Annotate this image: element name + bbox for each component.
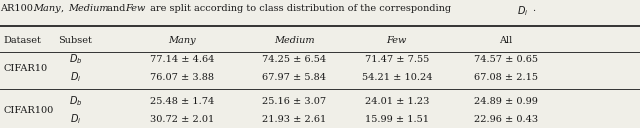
Text: $D_b$: $D_b$ <box>68 53 83 66</box>
Text: 76.07 ± 3.88: 76.07 ± 3.88 <box>150 73 214 82</box>
Text: Medium: Medium <box>68 4 109 13</box>
Text: $D_i$: $D_i$ <box>70 112 81 126</box>
Text: 30.72 ± 2.01: 30.72 ± 2.01 <box>150 115 214 124</box>
Text: CIFAR100: CIFAR100 <box>3 106 54 115</box>
Text: CIFAR10: CIFAR10 <box>3 64 47 73</box>
Text: All: All <box>499 36 512 45</box>
Text: Subset: Subset <box>59 36 92 45</box>
Text: 25.16 ± 3.07: 25.16 ± 3.07 <box>262 97 326 106</box>
Text: 77.14 ± 4.64: 77.14 ± 4.64 <box>150 55 214 64</box>
Text: $D_i$: $D_i$ <box>70 71 81 84</box>
Text: Few: Few <box>125 4 146 13</box>
Text: 74.57 ± 0.65: 74.57 ± 0.65 <box>474 55 538 64</box>
Text: ,: , <box>61 4 67 13</box>
Text: 54.21 ± 10.24: 54.21 ± 10.24 <box>362 73 432 82</box>
Text: 67.08 ± 2.15: 67.08 ± 2.15 <box>474 73 538 82</box>
Text: Medium: Medium <box>274 36 315 45</box>
Text: are split according to class distribution of the corresponding: are split according to class distributio… <box>147 4 454 13</box>
Text: $D_b$: $D_b$ <box>68 94 83 108</box>
Text: 25.48 ± 1.74: 25.48 ± 1.74 <box>150 97 214 106</box>
Text: 67.97 ± 5.84: 67.97 ± 5.84 <box>262 73 326 82</box>
Text: 15.99 ± 1.51: 15.99 ± 1.51 <box>365 115 429 124</box>
Text: 71.47 ± 7.55: 71.47 ± 7.55 <box>365 55 429 64</box>
Text: 74.25 ± 6.54: 74.25 ± 6.54 <box>262 55 326 64</box>
Text: Many: Many <box>33 4 61 13</box>
Text: .: . <box>532 4 535 13</box>
Text: AR100.: AR100. <box>0 4 39 13</box>
Text: and: and <box>104 4 129 13</box>
Text: 24.01 ± 1.23: 24.01 ± 1.23 <box>365 97 429 106</box>
Text: 21.93 ± 2.61: 21.93 ± 2.61 <box>262 115 326 124</box>
Text: 22.96 ± 0.43: 22.96 ± 0.43 <box>474 115 538 124</box>
Text: Dataset: Dataset <box>3 36 41 45</box>
Text: Few: Few <box>387 36 407 45</box>
Text: 24.89 ± 0.99: 24.89 ± 0.99 <box>474 97 538 106</box>
Text: Many: Many <box>168 36 196 45</box>
Text: $D_i$: $D_i$ <box>517 4 529 18</box>
